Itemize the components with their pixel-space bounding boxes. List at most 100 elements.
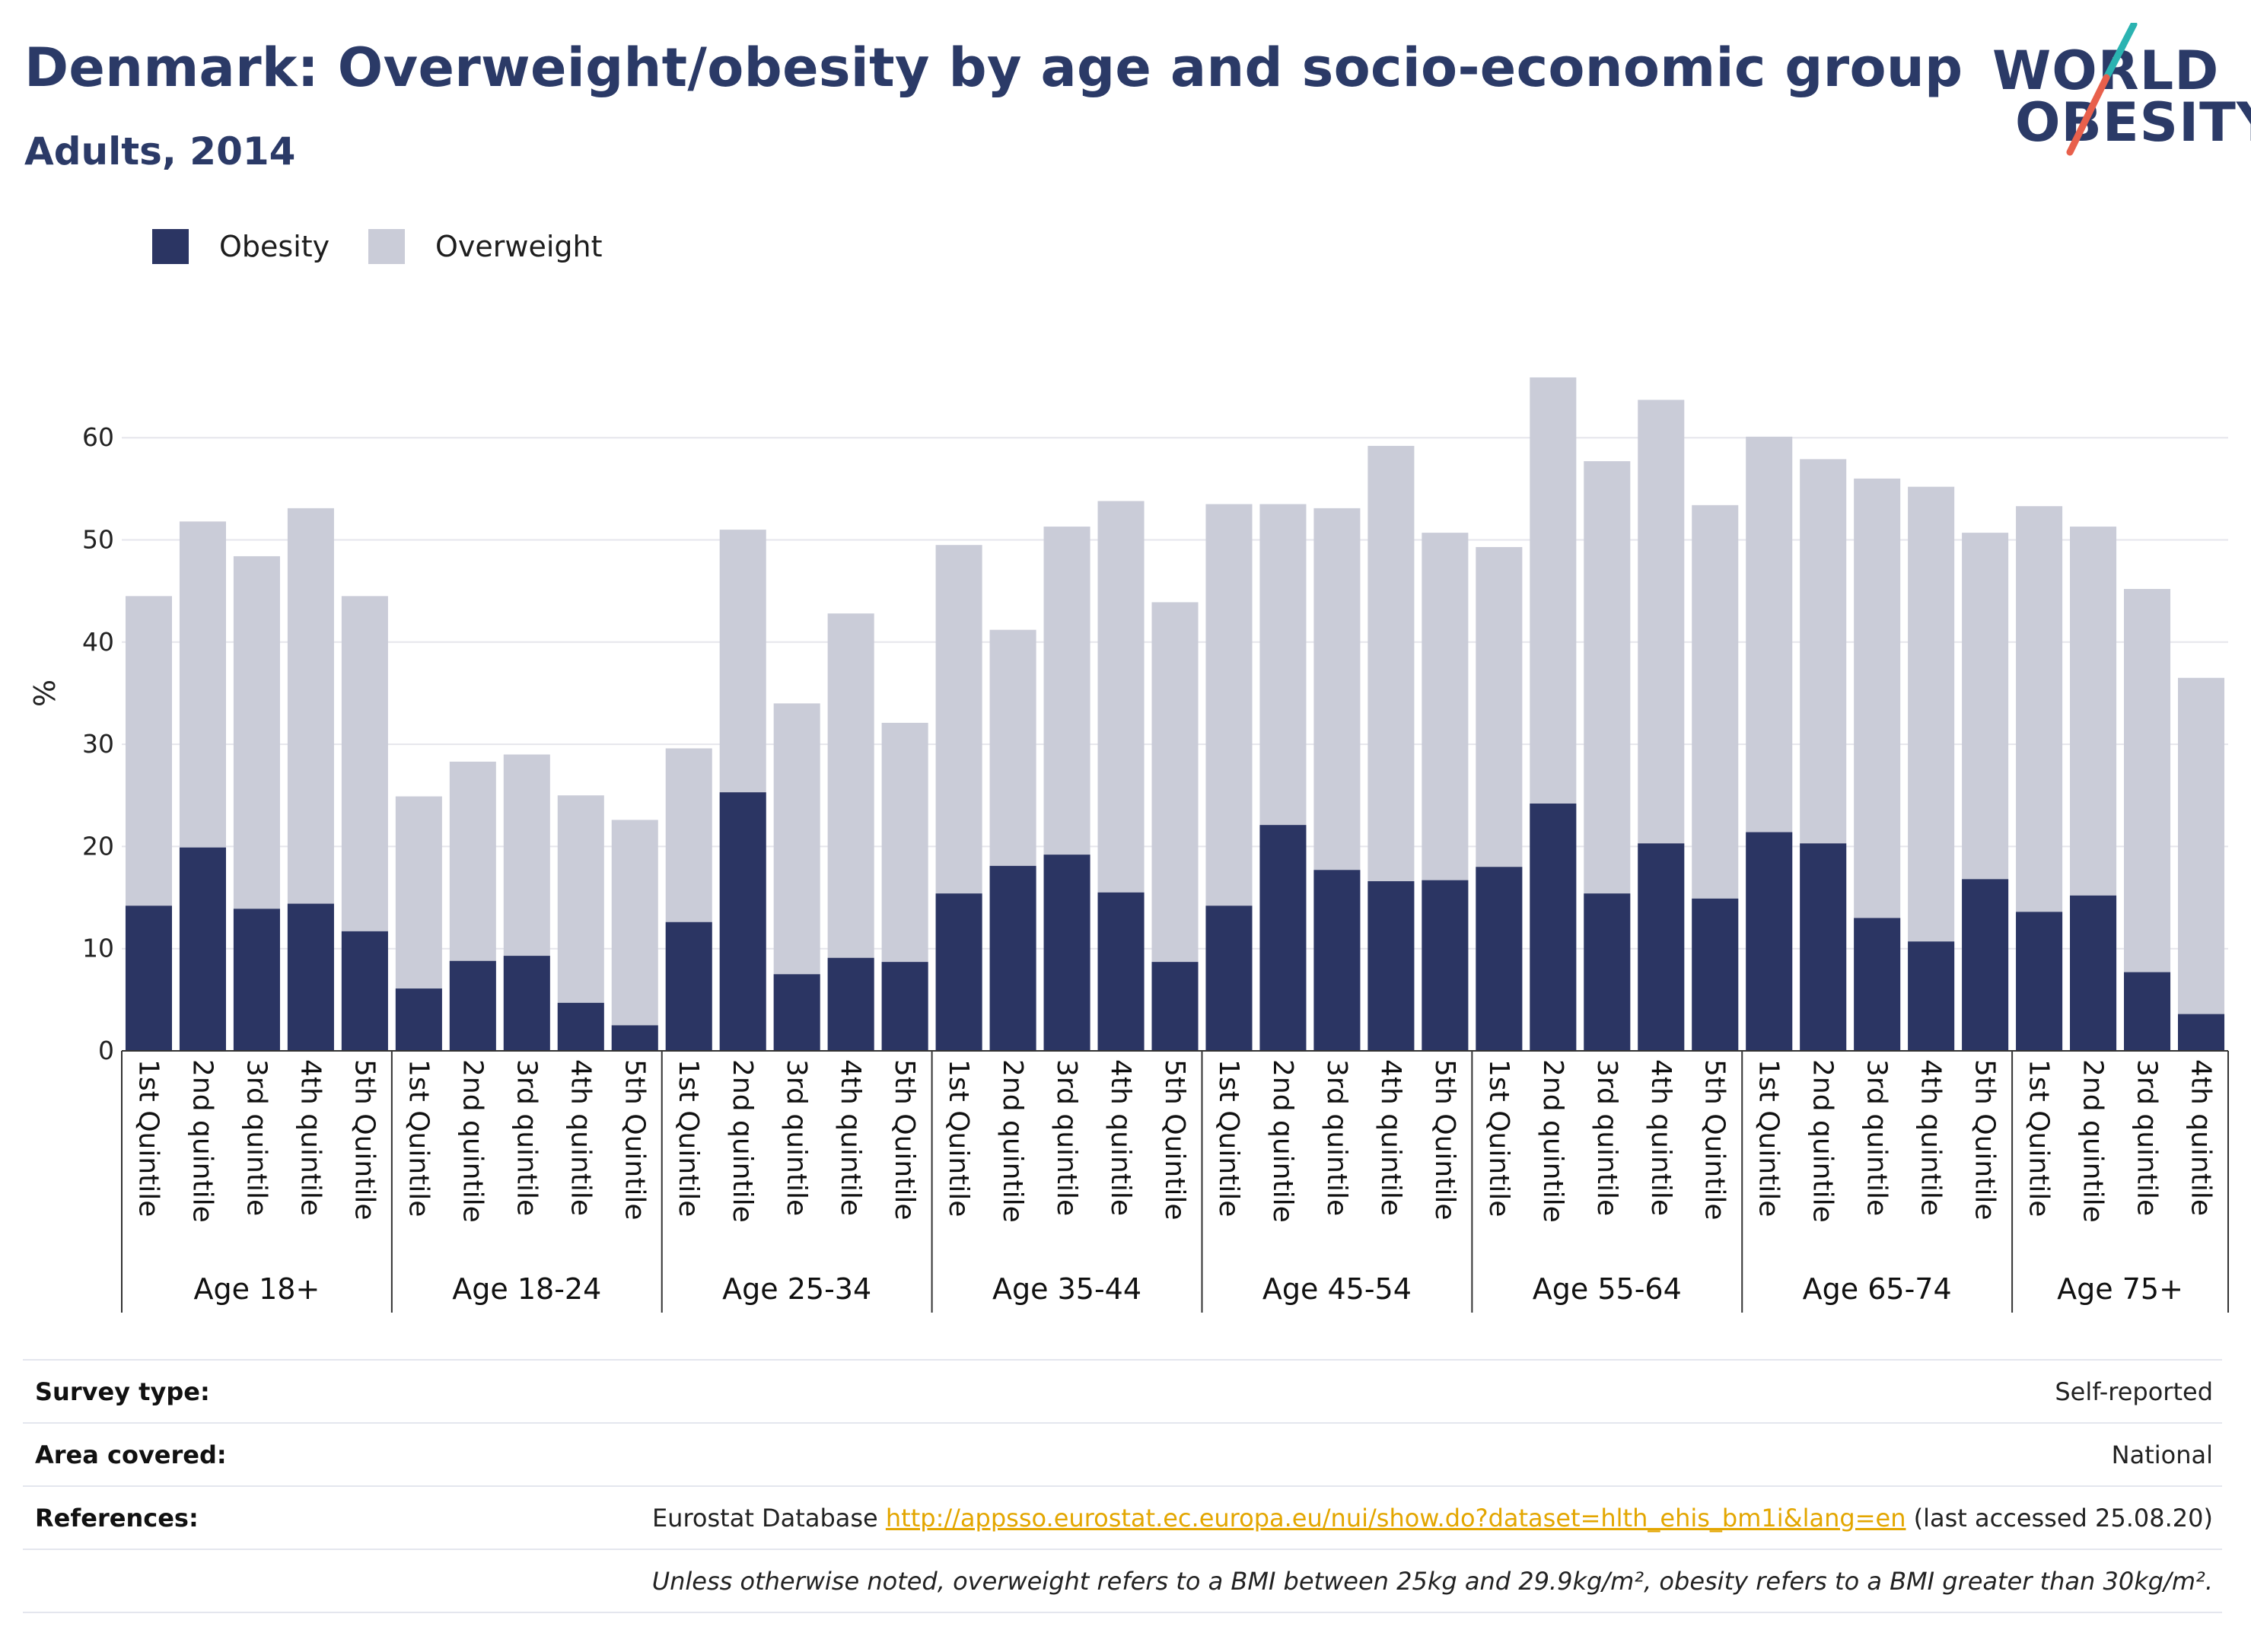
references-prefix: Eurostat Database — [651, 1503, 886, 1533]
world-obesity-logo: WORLD OBESITY — [1985, 23, 2251, 160]
x-category-label: 5th Quintile — [1969, 1059, 2001, 1221]
x-category-label: 3rd quintile — [781, 1059, 812, 1216]
bar-obesity — [1584, 893, 1631, 1051]
x-category-label: 3rd quintile — [1051, 1059, 1082, 1216]
x-category-label: 3rd quintile — [240, 1059, 272, 1216]
chart-subtitle: Adults, 2014 — [24, 129, 296, 173]
x-category-label: 4th quintile — [1105, 1059, 1136, 1216]
y-tick-label: 0 — [98, 1036, 114, 1065]
x-category-label: 1st Quintile — [403, 1059, 434, 1217]
bar-overweight — [2177, 677, 2225, 1051]
bar-obesity — [1422, 880, 1469, 1051]
bar-obesity — [1908, 941, 1955, 1051]
x-category-label: 5th Quintile — [1159, 1059, 1190, 1221]
bar-obesity — [1530, 803, 1577, 1051]
x-category-label: 1st Quintile — [2023, 1059, 2055, 1217]
bar-obesity — [827, 957, 874, 1051]
legend-swatch-overweight — [368, 229, 405, 264]
info-row-references: References: Eurostat Database http://app… — [23, 1487, 2222, 1550]
bar-obesity — [1367, 881, 1415, 1051]
chart-title: Denmark: Overweight/obesity by age and s… — [24, 37, 1963, 99]
y-axis-title: % — [28, 680, 62, 707]
bar-obesity — [125, 906, 173, 1051]
bar-obesity — [179, 847, 226, 1051]
x-category-label: 4th quintile — [1645, 1059, 1676, 1216]
info-row-area-covered: Area covered: National — [23, 1424, 2222, 1487]
bar-obesity — [503, 956, 550, 1051]
x-category-label: 2nd quintile — [727, 1059, 758, 1223]
x-group-label: Age 18+ — [194, 1272, 320, 1306]
references-label: References: — [35, 1503, 199, 1533]
bar-obesity — [611, 1025, 658, 1051]
survey-type-value: Self-reported — [2055, 1377, 2213, 1406]
bar-obesity — [1259, 825, 1307, 1051]
bar-obesity — [1962, 879, 2009, 1051]
x-category-label: 2nd quintile — [1267, 1059, 1298, 1223]
bar-obesity — [881, 962, 928, 1051]
y-tick-label: 60 — [82, 422, 114, 452]
bar-obesity — [557, 1002, 604, 1051]
x-category-label: 1st Quintile — [1753, 1059, 1785, 1217]
bar-obesity — [1043, 855, 1090, 1051]
y-tick-label: 50 — [82, 525, 114, 555]
bar-obesity — [1746, 832, 1793, 1051]
legend-label-overweight: Overweight — [435, 230, 603, 263]
x-category-label: 3rd quintile — [1321, 1059, 1352, 1216]
bar-obesity — [1692, 898, 1739, 1051]
logo-slash-icon — [2066, 23, 2138, 156]
x-group-label: Age 35-44 — [992, 1272, 1141, 1306]
x-category-label: 5th Quintile — [889, 1059, 920, 1221]
y-tick-label: 30 — [82, 729, 114, 759]
info-row-survey-type: Survey type: Self-reported — [23, 1359, 2222, 1424]
x-category-label: 5th Quintile — [619, 1059, 650, 1221]
bar-obesity — [233, 909, 280, 1051]
bar-obesity — [935, 893, 982, 1051]
bar-obesity — [1205, 906, 1253, 1051]
x-group-label: Age 75+ — [2057, 1272, 2183, 1306]
x-category-label: 1st Quintile — [1213, 1059, 1244, 1217]
bar-obesity — [1313, 870, 1361, 1051]
eurostat-link[interactable]: http://appsso.eurostat.ec.europa.eu/nui/… — [885, 1503, 1906, 1533]
x-category-label: 1st Quintile — [132, 1059, 164, 1217]
bar-obesity — [2016, 912, 2063, 1051]
bar-chart: 0 10 20 30 40 50 60% 1st Quintile 2nd quintile 3r… — [28, 377, 2229, 1313]
legend-label-obesity: Obesity — [219, 230, 330, 263]
x-category-label: 2nd quintile — [997, 1059, 1028, 1223]
bar-obesity — [719, 792, 766, 1051]
x-category-label: 3rd quintile — [1861, 1059, 1893, 1216]
bar-overweight — [611, 820, 658, 1051]
x-category-label: 5th Quintile — [349, 1059, 380, 1221]
info-table: Survey type: Self-reported Area covered:… — [23, 1359, 2222, 1613]
bar-obesity — [2070, 895, 2117, 1051]
x-category-label: 3rd quintile — [2132, 1059, 2163, 1216]
bar-obesity — [773, 974, 820, 1051]
bar-obesity — [395, 988, 442, 1051]
legend-item-overweight: Overweight — [368, 227, 603, 266]
bar-obesity — [1097, 892, 1145, 1051]
bar-obesity — [449, 960, 496, 1051]
bar-obesity — [287, 903, 334, 1051]
logo-line-1: WORLD — [1992, 40, 2220, 102]
x-group-label: Age 25-34 — [722, 1272, 871, 1306]
y-tick-label: 10 — [82, 934, 114, 963]
bar-obesity — [1476, 867, 1523, 1051]
area-covered-value: National — [2111, 1440, 2213, 1469]
x-category-label: 5th Quintile — [1429, 1059, 1460, 1221]
x-category-label: 4th quintile — [565, 1059, 596, 1216]
bmi-definition-note: Unless otherwise noted, overweight refer… — [651, 1566, 2213, 1596]
bar-obesity — [1800, 843, 1847, 1051]
x-category-label: 2nd quintile — [1807, 1059, 1839, 1223]
x-category-label: 4th quintile — [1915, 1059, 1947, 1216]
x-group-label: Age 18-24 — [452, 1272, 601, 1306]
legend-item-obesity: Obesity — [152, 227, 330, 266]
x-category-label: 1st Quintile — [673, 1059, 704, 1217]
x-group-label: Age 55-64 — [1533, 1272, 1682, 1306]
bar-obesity — [341, 931, 388, 1051]
area-covered-label: Area covered: — [35, 1440, 227, 1469]
x-category-label: 2nd quintile — [1537, 1059, 1568, 1223]
x-category-label: 3rd quintile — [1591, 1059, 1622, 1216]
survey-type-label: Survey type: — [35, 1377, 210, 1406]
x-category-label: 1st Quintile — [1483, 1059, 1514, 1217]
x-group-label: Age 45-54 — [1262, 1272, 1412, 1306]
x-category-label: 4th quintile — [1375, 1059, 1406, 1216]
